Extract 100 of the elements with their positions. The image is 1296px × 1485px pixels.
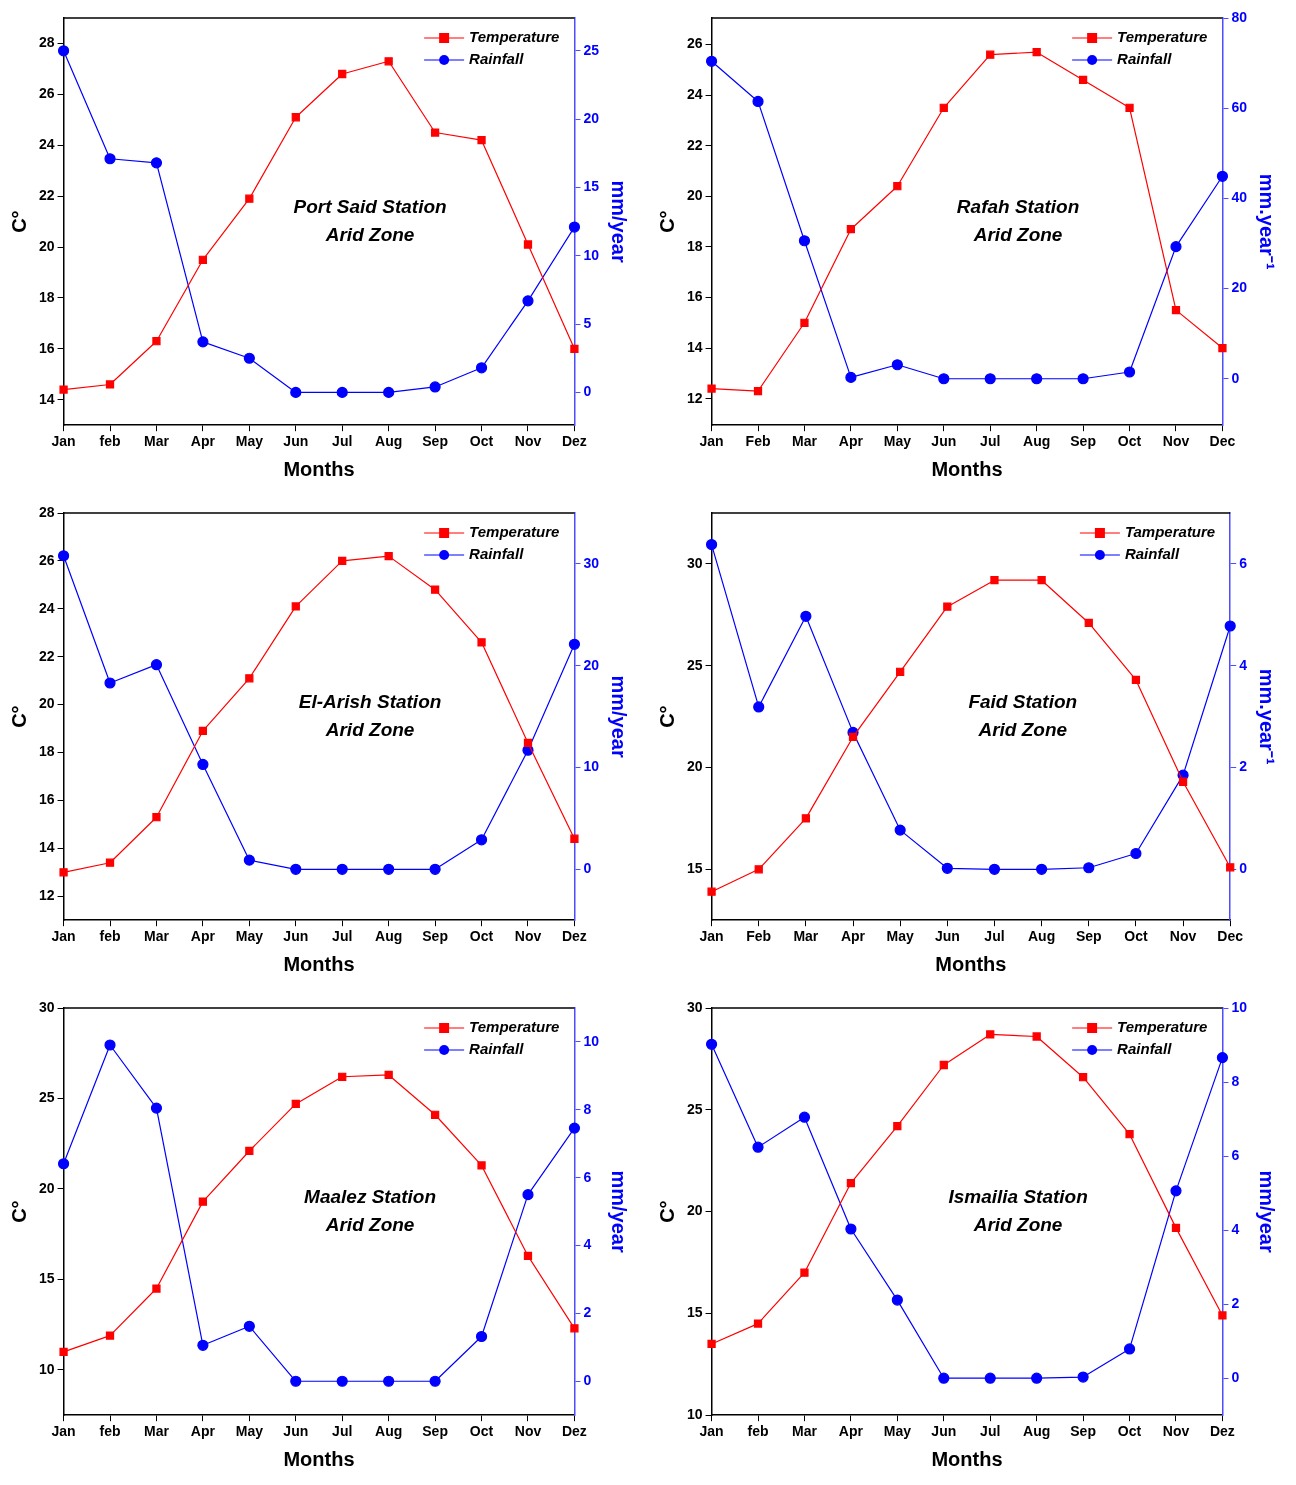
point: [1216, 1052, 1229, 1064]
x-tick-label: feb: [99, 928, 121, 945]
x-tick-label: Dez: [561, 928, 587, 945]
y2-tick-label: 5: [583, 314, 592, 331]
x-tick-label: May: [235, 1423, 264, 1440]
point: [845, 1223, 857, 1235]
x-tick-label: May: [883, 433, 912, 450]
x-tick-label: Nov: [1162, 1423, 1190, 1440]
annotation: Faid Station: [968, 690, 1078, 712]
y-tick-label: 26: [38, 551, 55, 568]
y-tick-label: 20: [686, 758, 703, 775]
point: [336, 386, 348, 399]
x-tick-label: May: [235, 928, 264, 945]
point: [752, 1141, 764, 1153]
legend-label: Rainfall: [1117, 50, 1173, 68]
y2-tick-label: 4: [1239, 656, 1248, 673]
point: [801, 814, 811, 823]
y-tick-label: 20: [686, 1202, 703, 1219]
y-tick-label: 24: [686, 86, 703, 102]
point: [1226, 863, 1235, 872]
y2-tick-label: 2: [1239, 758, 1248, 775]
point: [941, 862, 953, 874]
y2-tick-label: 20: [1231, 279, 1248, 296]
point: [523, 738, 533, 748]
x-tick-label: Apr: [838, 1423, 864, 1440]
x-tick-label: Nov: [1169, 928, 1197, 945]
point: [1078, 1073, 1088, 1082]
legend-label: Temperature: [1117, 28, 1208, 46]
x-tick-label: Aug: [1023, 433, 1051, 450]
x-tick-label: Oct: [1117, 1423, 1142, 1440]
y-tick-label: 14: [38, 839, 55, 856]
y2-axis-title: mm.year⁻¹: [1256, 668, 1279, 765]
point: [986, 1030, 995, 1039]
point: [1032, 1032, 1041, 1041]
point: [1031, 1372, 1043, 1384]
point: [1125, 1130, 1134, 1139]
x-tick-label: Mar: [144, 1423, 170, 1440]
y-tick-label: 26: [38, 85, 55, 102]
point: [336, 863, 348, 875]
y2-axis-title: mm/year: [608, 675, 631, 758]
x-tick-label: Sep: [1070, 433, 1096, 450]
x-tick-label: Jan: [51, 1423, 76, 1440]
y2-axis-title: mm/year: [1256, 1170, 1279, 1253]
point: [1031, 373, 1043, 385]
x-tick-label: Aug: [1028, 928, 1056, 945]
point: [104, 153, 116, 165]
y2-tick-label: 6: [1231, 1146, 1240, 1163]
point: [753, 386, 763, 396]
y-tick-label: 15: [686, 860, 703, 877]
point: [384, 57, 393, 66]
x-tick-label: Nov: [1162, 433, 1190, 450]
y-tick-label: 25: [686, 1100, 703, 1117]
y2-tick-label: 10: [583, 246, 600, 263]
point: [152, 1284, 161, 1293]
x-tick-label: Mar: [792, 1423, 818, 1440]
point: [753, 701, 765, 713]
point: [891, 1294, 903, 1306]
y-axis-title: C°: [655, 210, 678, 233]
point: [938, 373, 950, 385]
point: [523, 1251, 533, 1261]
y-tick-label: 15: [38, 1270, 55, 1287]
y-tick-label: 20: [38, 695, 55, 712]
y-tick-label: 22: [38, 647, 55, 664]
point: [1131, 675, 1141, 685]
x-tick-label: Jan: [699, 433, 724, 450]
legend-label: Temperature: [1117, 1018, 1208, 1036]
point: [59, 868, 68, 877]
point: [57, 45, 70, 57]
x-tick-label: Jun: [283, 1423, 309, 1440]
point: [198, 726, 208, 736]
point: [475, 834, 488, 846]
y-tick-label: 25: [38, 1089, 55, 1106]
point: [894, 824, 906, 836]
x-axis-title: Months: [283, 457, 355, 480]
y-tick-label: 10: [686, 1406, 703, 1423]
x-tick-label: Apr: [190, 1423, 216, 1440]
y-tick-label: 28: [38, 34, 55, 51]
point: [104, 1039, 116, 1051]
y-tick-label: 16: [686, 288, 703, 305]
point: [570, 344, 579, 353]
y2-tick-label: 0: [1231, 1369, 1240, 1386]
point: [150, 1102, 163, 1114]
x-axis-title: Months: [283, 1447, 355, 1470]
point: [105, 858, 115, 867]
point: [152, 337, 161, 346]
point: [291, 602, 300, 611]
point: [1123, 366, 1136, 378]
point: [105, 1331, 115, 1340]
point: [384, 551, 393, 561]
point: [753, 1319, 763, 1328]
x-tick-label: May: [883, 1423, 912, 1440]
point: [523, 240, 533, 249]
x-tick-label: Feb: [746, 928, 772, 945]
x-tick-label: feb: [747, 1423, 769, 1440]
point: [1123, 1343, 1136, 1355]
annotation: Arid Zone: [324, 718, 415, 740]
y-axis-title: C°: [7, 1200, 30, 1223]
point: [475, 1330, 488, 1343]
y-tick-label: 15: [686, 1304, 703, 1321]
point: [848, 732, 858, 742]
